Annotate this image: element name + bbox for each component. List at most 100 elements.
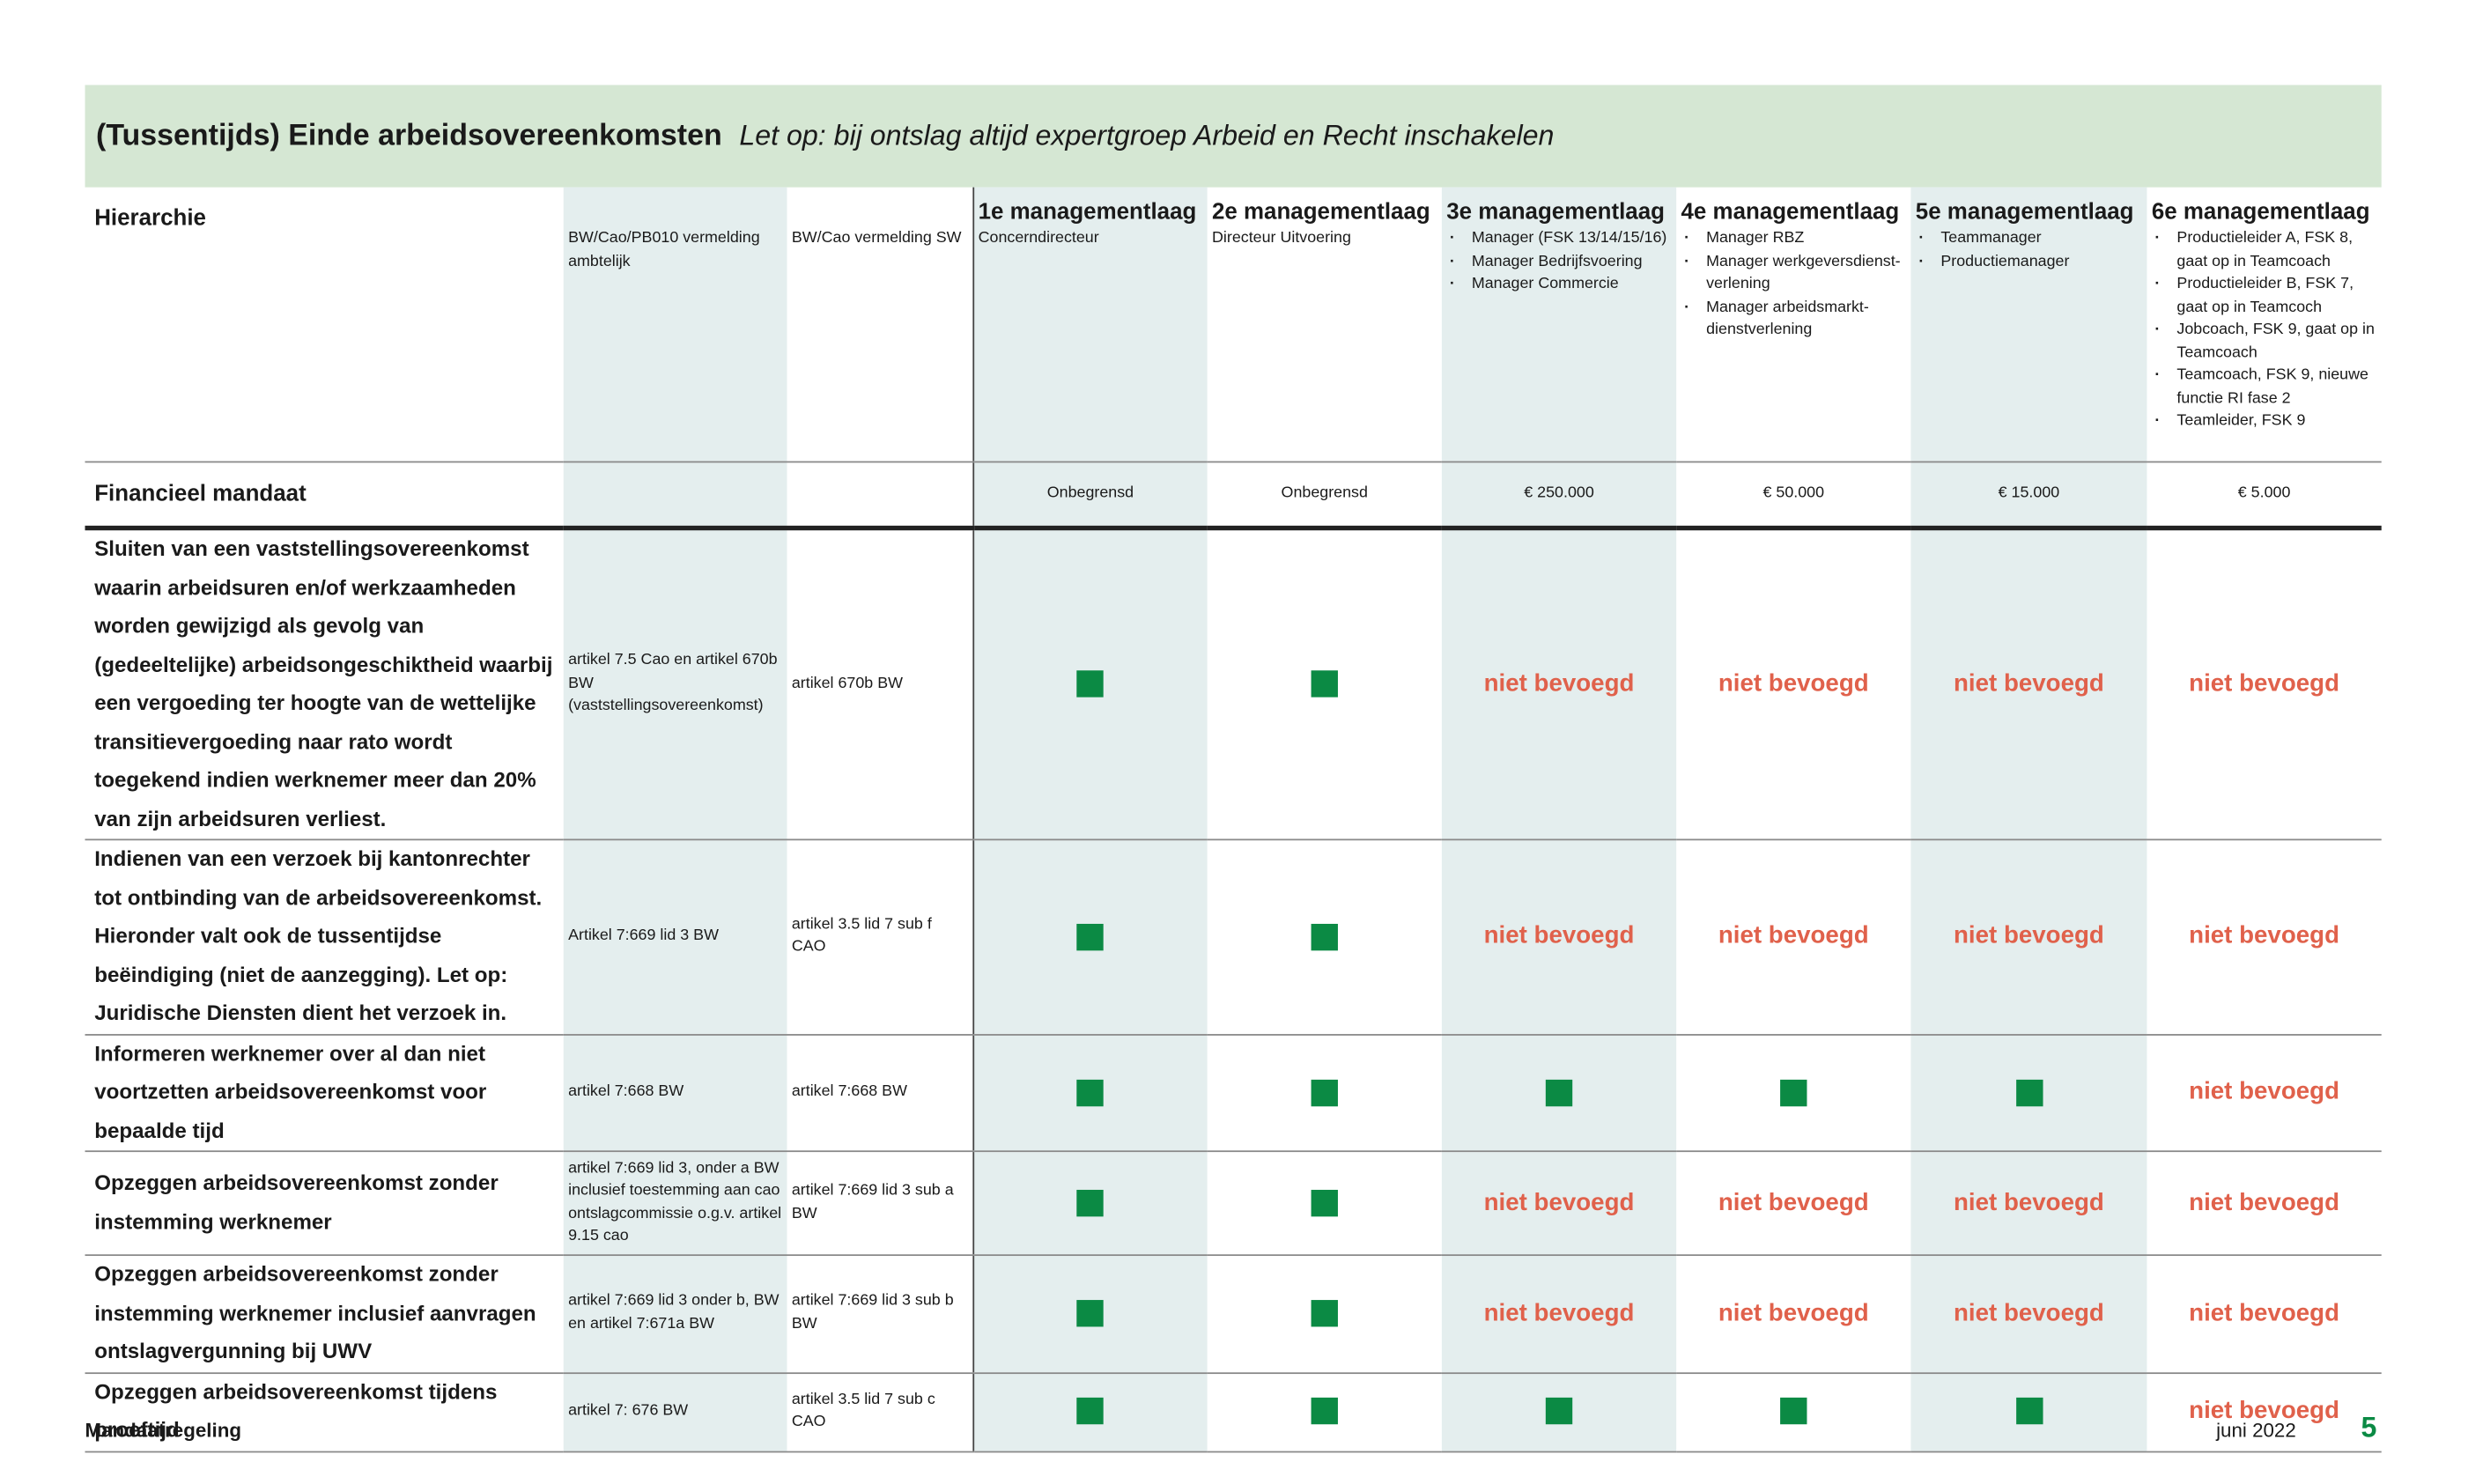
level-title: 3e managementlaag bbox=[1446, 199, 1665, 225]
ambtelijk-ref: artikel 7:669 lid 3 onder b, BW en artik… bbox=[563, 1255, 787, 1374]
level-header: 4e managementlaag Manager RBZManager werk… bbox=[1676, 187, 1911, 463]
not-authorized: niet bevoegd bbox=[1483, 670, 1635, 698]
financial-value: € 15.000 bbox=[1910, 461, 2147, 531]
authority-cell bbox=[1207, 1372, 1442, 1452]
authority-cell: niet bevoegd bbox=[2147, 1034, 2382, 1153]
level-item: Manager Bedrijfsvoering bbox=[1446, 251, 1672, 274]
sw-ref: artikel 670b BW bbox=[787, 528, 973, 841]
not-authorized: niet bevoegd bbox=[2189, 922, 2340, 950]
authority-cell bbox=[972, 1151, 1208, 1257]
sw-header: BW/Cao vermelding SW bbox=[787, 187, 973, 463]
authority-cell bbox=[972, 1034, 1208, 1153]
mandate-row: Informeren werknemer over al dan niet vo… bbox=[85, 1034, 2382, 1153]
not-authorized: niet bevoegd bbox=[2189, 1078, 2340, 1105]
authorized-mark bbox=[2015, 1079, 2043, 1106]
not-authorized: niet bevoegd bbox=[2189, 670, 2340, 698]
level-item: Productieleider B, FSK 7, gaat op in Tea… bbox=[2152, 274, 2377, 320]
authorized-mark bbox=[1076, 1189, 1105, 1216]
level-item: Manager RBZ bbox=[1681, 228, 1907, 251]
level-title: 2e managementlaag bbox=[1211, 199, 1430, 225]
authority-cell bbox=[1676, 1034, 1911, 1153]
row-label: Sluiten van een vaststellingsovereenkoms… bbox=[85, 528, 564, 841]
not-authorized: niet bevoegd bbox=[1483, 1299, 1635, 1326]
ambtelijk-ref: artikel 7:669 lid 3, onder a BW inclusie… bbox=[563, 1151, 787, 1257]
authority-cell: niet bevoegd bbox=[1676, 1151, 1911, 1257]
level-item: Directeur Uitvoering bbox=[1211, 229, 1351, 247]
level-item: Concerndirecteur bbox=[978, 229, 1099, 247]
note: Let op: bij ontslag altijd expertgroep A… bbox=[739, 119, 1555, 151]
not-authorized: niet bevoegd bbox=[1954, 1189, 2104, 1216]
authority-cell: niet bevoegd bbox=[1676, 839, 1911, 1035]
level-item: Manager Commercie bbox=[1446, 274, 1672, 297]
not-authorized: niet bevoegd bbox=[2189, 1189, 2340, 1216]
ambtelijk-text: BW/Cao/PB010 vermelding ambtelijk bbox=[568, 229, 760, 270]
level-title: 6e managementlaag bbox=[2151, 199, 2370, 225]
authority-cell bbox=[972, 839, 1208, 1035]
level-item: Manager werkgeversdienst-verlening bbox=[1681, 251, 1907, 297]
authorized-mark bbox=[1076, 1398, 1105, 1425]
not-authorized: niet bevoegd bbox=[1483, 922, 1635, 950]
footer-title: Mandaatregeling bbox=[85, 1419, 241, 1442]
mandate-row: Opzeggen arbeidsovereenkomst zonder inst… bbox=[85, 1255, 2382, 1374]
header-row: Hierarchie BW/Cao/PB010 vermelding ambtel… bbox=[85, 187, 2382, 463]
ambtelijk-ref: artikel 7.5 Cao en artikel 670b BW (vast… bbox=[563, 528, 787, 841]
authorized-mark bbox=[2015, 1398, 2043, 1425]
authority-cell bbox=[1910, 1034, 2147, 1153]
footer-date: juni 2022 bbox=[2216, 1419, 2296, 1442]
financial-value: Onbegrensd bbox=[972, 461, 1208, 531]
level-list: Productieleider A, FSK 8, gaat op in Tea… bbox=[2152, 228, 2377, 433]
level-item: Manager arbeidsmarkt-dienstverlening bbox=[1681, 297, 1907, 343]
authorized-mark bbox=[1311, 1398, 1338, 1425]
mandate-table: Hierarchie BW/Cao/PB010 vermelding ambtel… bbox=[85, 187, 2382, 1452]
authorized-mark bbox=[1311, 1300, 1338, 1327]
authority-cell: niet bevoegd bbox=[1910, 1151, 2147, 1257]
not-authorized: niet bevoegd bbox=[1718, 922, 1869, 950]
authority-cell bbox=[1441, 1034, 1677, 1153]
authority-cell: niet bevoegd bbox=[2147, 1372, 2382, 1452]
level-item: Teammanager bbox=[1916, 228, 2142, 251]
authority-cell: niet bevoegd bbox=[1910, 1255, 2147, 1374]
authority-cell bbox=[1207, 528, 1442, 841]
row-label: Indienen van een verzoek bij kantonrecht… bbox=[85, 839, 564, 1035]
authorized-mark bbox=[1311, 670, 1338, 698]
authority-cell bbox=[1207, 1255, 1442, 1374]
authorized-mark bbox=[1076, 670, 1105, 698]
level-item: Manager (FSK 13/14/15/16) bbox=[1446, 228, 1672, 251]
authority-cell: niet bevoegd bbox=[1676, 1255, 1911, 1374]
not-authorized: niet bevoegd bbox=[2189, 1397, 2340, 1425]
authority-cell: niet bevoegd bbox=[1910, 839, 2147, 1035]
mandate-row: Sluiten van een vaststellingsovereenkoms… bbox=[85, 528, 2382, 841]
empty-cell bbox=[787, 461, 973, 531]
mandate-row: Indienen van een verzoek bij kantonrecht… bbox=[85, 839, 2382, 1035]
authority-cell: niet bevoegd bbox=[1441, 1255, 1677, 1374]
ambtelijk-ref: artikel 7: 676 BW bbox=[563, 1372, 787, 1452]
level-header: 6e managementlaag Productieleider A, FSK … bbox=[2147, 187, 2382, 463]
not-authorized: niet bevoegd bbox=[1954, 670, 2104, 698]
authority-cell: niet bevoegd bbox=[2147, 839, 2382, 1035]
level-item: Teamleider, FSK 9 bbox=[2152, 410, 2377, 433]
authorized-mark bbox=[1076, 1300, 1105, 1327]
sw-text: BW/Cao vermelding SW bbox=[791, 229, 962, 247]
ambtelijk-ref: artikel 7:668 BW bbox=[563, 1034, 787, 1153]
level-title: 1e managementlaag bbox=[978, 199, 1197, 225]
ambtelijk-ref: Artikel 7:669 lid 3 BW bbox=[563, 839, 787, 1035]
mandate-row: Opzeggen arbeidsovereenkomst tijdens pro… bbox=[85, 1372, 2382, 1452]
authority-cell: niet bevoegd bbox=[1910, 528, 2147, 841]
not-authorized: niet bevoegd bbox=[2189, 1299, 2340, 1326]
not-authorized: niet bevoegd bbox=[1718, 1189, 1869, 1216]
level-item: Teamcoach, FSK 9, nieuwe functie RI fase… bbox=[2152, 365, 2377, 411]
title: (Tussentijds) Einde arbeidsovereenkomste… bbox=[96, 118, 722, 152]
level-list: Manager RBZManager werkgeversdienst-verl… bbox=[1681, 228, 1907, 343]
banner: (Tussentijds) Einde arbeidsovereenkomste… bbox=[85, 85, 2382, 188]
authority-cell bbox=[1207, 1151, 1442, 1257]
authority-cell: niet bevoegd bbox=[2147, 528, 2382, 841]
ambtelijk-header: BW/Cao/PB010 vermelding ambtelijk bbox=[563, 187, 787, 463]
authority-cell bbox=[1676, 1372, 1911, 1452]
authorized-mark bbox=[1545, 1079, 1573, 1106]
financial-label: Financieel mandaat bbox=[85, 461, 564, 531]
financial-value: € 5.000 bbox=[2147, 461, 2382, 531]
not-authorized: niet bevoegd bbox=[1954, 922, 2104, 950]
level-item: Productieleider A, FSK 8, gaat op in Tea… bbox=[2152, 228, 2377, 274]
